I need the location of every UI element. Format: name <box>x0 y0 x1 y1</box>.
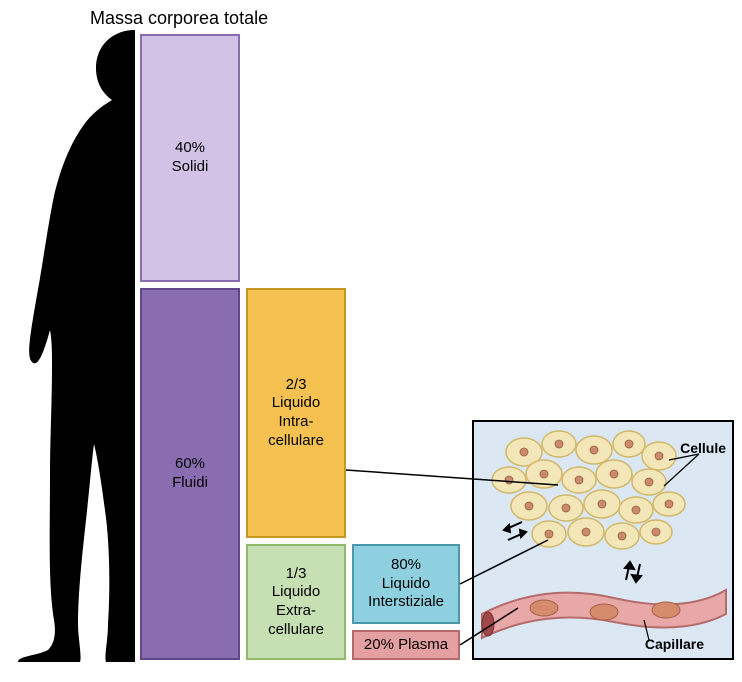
connectors-svg <box>0 0 742 682</box>
